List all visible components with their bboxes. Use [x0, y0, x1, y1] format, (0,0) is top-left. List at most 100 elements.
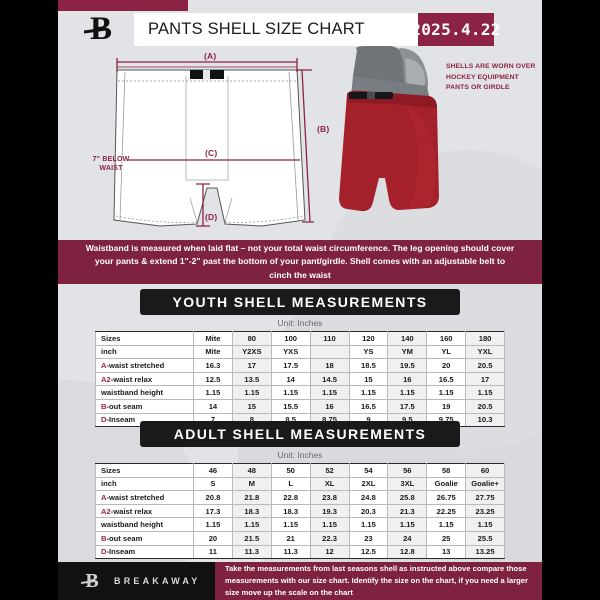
- youth-section-title-text: YOUTH SHELL MEASUREMENTS: [172, 294, 428, 310]
- footer: B BREAKAWAY Take the measurements from l…: [58, 562, 542, 600]
- table-cell: 16.3: [193, 358, 233, 373]
- table-cell: 18: [309, 358, 350, 373]
- table-cell: 17.5: [387, 398, 428, 414]
- table-cell: 20.5: [465, 358, 505, 373]
- table-cell: 17.3: [193, 503, 233, 519]
- table-cell: 24.8: [348, 490, 389, 505]
- table-cell: 18.3: [231, 503, 272, 519]
- table-row: A-waist stretched 16.3 17 17.5 18 18.5 19.5 20 2…: [95, 358, 505, 373]
- table-cell: 2XL: [348, 476, 389, 492]
- table-row: A2-waist relax 12.5 13.5 14 14.5 15 16 16.5 17: [95, 371, 505, 387]
- row-label: waistband height: [95, 385, 194, 400]
- table-cell: 20.8: [193, 490, 233, 505]
- instruction-band: Waistband is measured when laid flat – n…: [58, 240, 542, 284]
- table-cell: 21.3: [387, 503, 428, 519]
- row-label: A2-waist relax: [95, 371, 194, 387]
- table-cell: 1.15: [465, 385, 505, 400]
- row-label-prefix: D: [101, 415, 107, 425]
- table-cell: YXL: [465, 344, 505, 360]
- pants-outline-svg: [113, 58, 314, 227]
- table-cell: 21.8: [231, 490, 272, 505]
- table-cell: 21.5: [231, 530, 272, 546]
- diagram-label-d: (D): [205, 212, 218, 222]
- row-label-prefix: A2: [101, 374, 111, 384]
- table-cell: 26.75: [426, 490, 467, 505]
- footer-logo-letter: B: [85, 570, 99, 592]
- table-cell: 23.25: [465, 503, 505, 519]
- table-cell: 14: [193, 398, 233, 414]
- row-label-prefix: B: [101, 401, 107, 411]
- photo-note: SHELLS ARE WORN OVER HOCKEY EQUIPMENT PA…: [446, 63, 536, 92]
- table-cell: 12.5: [348, 544, 389, 560]
- table-cell: Goalie+: [465, 476, 505, 492]
- table-cell: 11.3: [231, 544, 272, 560]
- table-cell: Goalie: [426, 476, 467, 492]
- date-badge-text: 2025.4.22: [411, 20, 501, 39]
- table-cell: 14.5: [309, 371, 350, 387]
- table-cell: YL: [426, 344, 467, 360]
- table-cell: 46: [193, 463, 233, 478]
- table-row: waistband height 1.15 1.15 1.15 1.15 1.15 1.15…: [95, 385, 505, 400]
- table-cell: XL: [309, 476, 350, 492]
- table-row: A-waist stretched 20.8 21.8 22.8 23.8 24.8 25.…: [95, 490, 505, 505]
- table-cell: 18.3: [270, 503, 311, 519]
- table-cell: 160: [426, 331, 467, 346]
- table-row: B-out seam 14 15 15.5 16 16.5 17.5 19 20.5: [95, 398, 505, 414]
- adult-unit-label: Unit: Inches: [277, 450, 323, 460]
- page-title-text: PANTS SHELL SIZE CHART: [148, 20, 365, 38]
- table-cell: 25: [426, 530, 467, 546]
- youth-measurements-table: Sizes Mite 80 100 110 120 140 160 180 inch Mite Y2X…: [95, 331, 505, 428]
- table-cell: 54: [348, 463, 389, 478]
- diagram-label-a: (A): [204, 51, 217, 61]
- row-label-prefix: D: [101, 547, 107, 557]
- table-cell: 1.15: [270, 517, 311, 532]
- logo-letter: B: [89, 11, 112, 47]
- table-cell: 110: [309, 331, 350, 346]
- table-cell: 56: [387, 463, 428, 478]
- table-cell: 15.5: [270, 398, 311, 414]
- youth-table-body: Sizes Mite 80 100 110 120 140 160 180 inch Mite Y2X…: [95, 331, 505, 428]
- table-cell: 3XL: [387, 476, 428, 492]
- row-label: B-out seam: [95, 398, 194, 414]
- row-label-prefix: A: [101, 360, 107, 370]
- table-cell: 17: [231, 358, 272, 373]
- table-cell: 12.8: [387, 544, 428, 560]
- table-cell: 19: [426, 398, 467, 414]
- table-cell: 1.15: [270, 385, 311, 400]
- table-cell: 13.5: [231, 371, 272, 387]
- table-cell: 1.15: [309, 385, 350, 400]
- diagram-waist-note: 7" BELOW WAIST: [92, 156, 130, 172]
- table-cell: 16.5: [348, 398, 389, 414]
- adult-table-body: Sizes 46 48 50 52 54 56 58 60 inch S M L XL 2XL 3XL Goal…: [95, 463, 505, 560]
- table-cell: YXS: [270, 344, 311, 360]
- footer-instruction: Take the measurements from last seasons …: [215, 562, 542, 600]
- table-cell: 15: [348, 371, 389, 387]
- table-cell: 60: [465, 463, 505, 478]
- table-cell: 14: [270, 371, 311, 387]
- table-cell: 1.15: [231, 385, 272, 400]
- table-cell: 23: [348, 530, 389, 546]
- table-cell: 20: [193, 530, 233, 546]
- table-cell: 80: [231, 331, 272, 346]
- table-cell: 1.15: [387, 517, 428, 532]
- table-cell: 1.15: [465, 517, 505, 532]
- table-cell: 12: [309, 544, 350, 560]
- table-cell: 16: [309, 398, 350, 414]
- table-cell: YM: [387, 344, 428, 360]
- table-cell: 1.15: [231, 517, 272, 532]
- table-cell: 1.15: [426, 385, 467, 400]
- table-cell: 1.15: [348, 385, 389, 400]
- table-cell: 25.8: [387, 490, 428, 505]
- table-cell: 11.3: [270, 544, 311, 560]
- table-cell: 19.3: [309, 503, 350, 519]
- adult-section-title-text: ADULT SHELL MEASUREMENTS: [173, 426, 427, 442]
- table-cell: 58: [426, 463, 467, 478]
- table-row: inch Mite Y2XS YXS YS YM YL YXL: [95, 344, 505, 360]
- table-row: A2-waist relax 17.3 18.3 18.3 19.3 20.3 21.3 22…: [95, 503, 505, 519]
- row-label-prefix: A2: [101, 506, 111, 516]
- table-cell: Mite: [193, 331, 233, 346]
- table-cell: S: [193, 476, 233, 492]
- footer-instruction-text: Take the measurements from last seasons …: [225, 563, 528, 598]
- shell-photo-illustration: [339, 46, 439, 212]
